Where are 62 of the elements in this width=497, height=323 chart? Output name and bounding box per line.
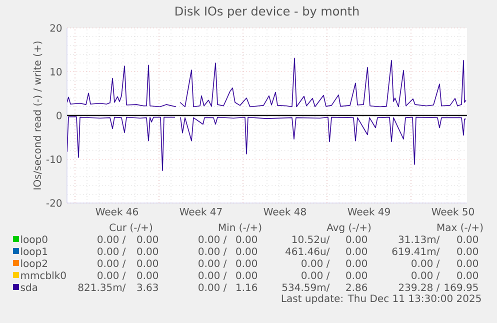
text: 0.00 / <box>198 284 227 292</box>
text: 534.59m/ <box>282 284 330 292</box>
text: 0.00 <box>457 248 478 256</box>
text: 0.00 <box>457 272 478 280</box>
text: 0.00 <box>236 260 258 268</box>
y-tick-label: 0 <box>56 112 62 120</box>
text: Min (-/+) <box>218 223 262 232</box>
text: 0.00 <box>346 260 368 268</box>
legend-label: loop0 <box>21 235 48 246</box>
x-tick-label: Week 46 <box>96 208 138 216</box>
text: 0.00 <box>137 272 158 280</box>
text: 0.00 / <box>198 272 227 280</box>
text: 0.00 <box>346 236 368 244</box>
text: 619.41m/ <box>392 248 440 256</box>
text: 239.28 / <box>398 284 440 292</box>
text: 821.35m/ <box>78 284 126 292</box>
legend-label: sda <box>20 283 38 292</box>
text: 2.86 <box>346 284 368 292</box>
text: 0.00 / <box>98 236 126 244</box>
text: 1.16 <box>236 284 258 292</box>
text: 0.00 <box>236 248 258 256</box>
text: 0.00 <box>346 248 368 256</box>
text: 461.46u/ <box>286 248 330 256</box>
x-tick-label: Week 47 <box>180 208 222 216</box>
text: 0.00 / <box>198 260 227 268</box>
legend-label: mmcblk0 <box>21 271 66 280</box>
y-tick-label: -10 <box>46 155 62 164</box>
y-axis-title: IOs/second read (-) / write (+) <box>33 42 42 190</box>
text: 0.00 <box>457 260 478 268</box>
text: 0.00 / <box>412 272 440 280</box>
text: 31.13m/ <box>398 236 440 244</box>
text: 0.00 <box>457 236 478 244</box>
text: 0.00 / <box>98 260 126 268</box>
text: Max (-/+) <box>437 223 483 232</box>
legend-label: loop1 <box>21 247 48 258</box>
text: 0.00 / <box>412 260 440 268</box>
y-tick-label: 10 <box>50 68 62 76</box>
text: 0.00 <box>236 236 258 244</box>
text: Last update: Thu Dec 11 13:30:00 2025 <box>282 294 481 304</box>
text: 0.00 <box>137 236 158 244</box>
text: 0.00 <box>236 272 258 280</box>
text: Cur (-/+) <box>110 223 152 232</box>
text: 169.95 <box>444 284 478 292</box>
x-tick-label: Week 48 <box>264 208 306 216</box>
y-tick-label: -20 <box>46 199 62 207</box>
chart-title: Disk IOs per device - by month <box>176 6 359 18</box>
text: 0.00 / <box>302 260 330 268</box>
x-tick-label: Week 49 <box>348 208 390 216</box>
x-tick-label: Week 50 <box>432 208 474 216</box>
y-tick-label: 20 <box>50 24 62 32</box>
text: Avg (-/+) <box>326 223 371 234</box>
text: 0.00 / <box>302 272 330 280</box>
text: 0.00 <box>137 248 158 256</box>
text: 0.00 / <box>98 272 126 280</box>
text: 0.00 <box>346 272 368 280</box>
text: 0.00 / <box>198 236 227 244</box>
text: 10.52u/ <box>292 236 330 244</box>
text: 0.00 <box>137 260 158 268</box>
text: 0.00 / <box>98 248 126 256</box>
legend-label: loop2 <box>21 259 47 270</box>
text: 3.63 <box>137 284 158 292</box>
text: 0.00 / <box>198 248 227 256</box>
